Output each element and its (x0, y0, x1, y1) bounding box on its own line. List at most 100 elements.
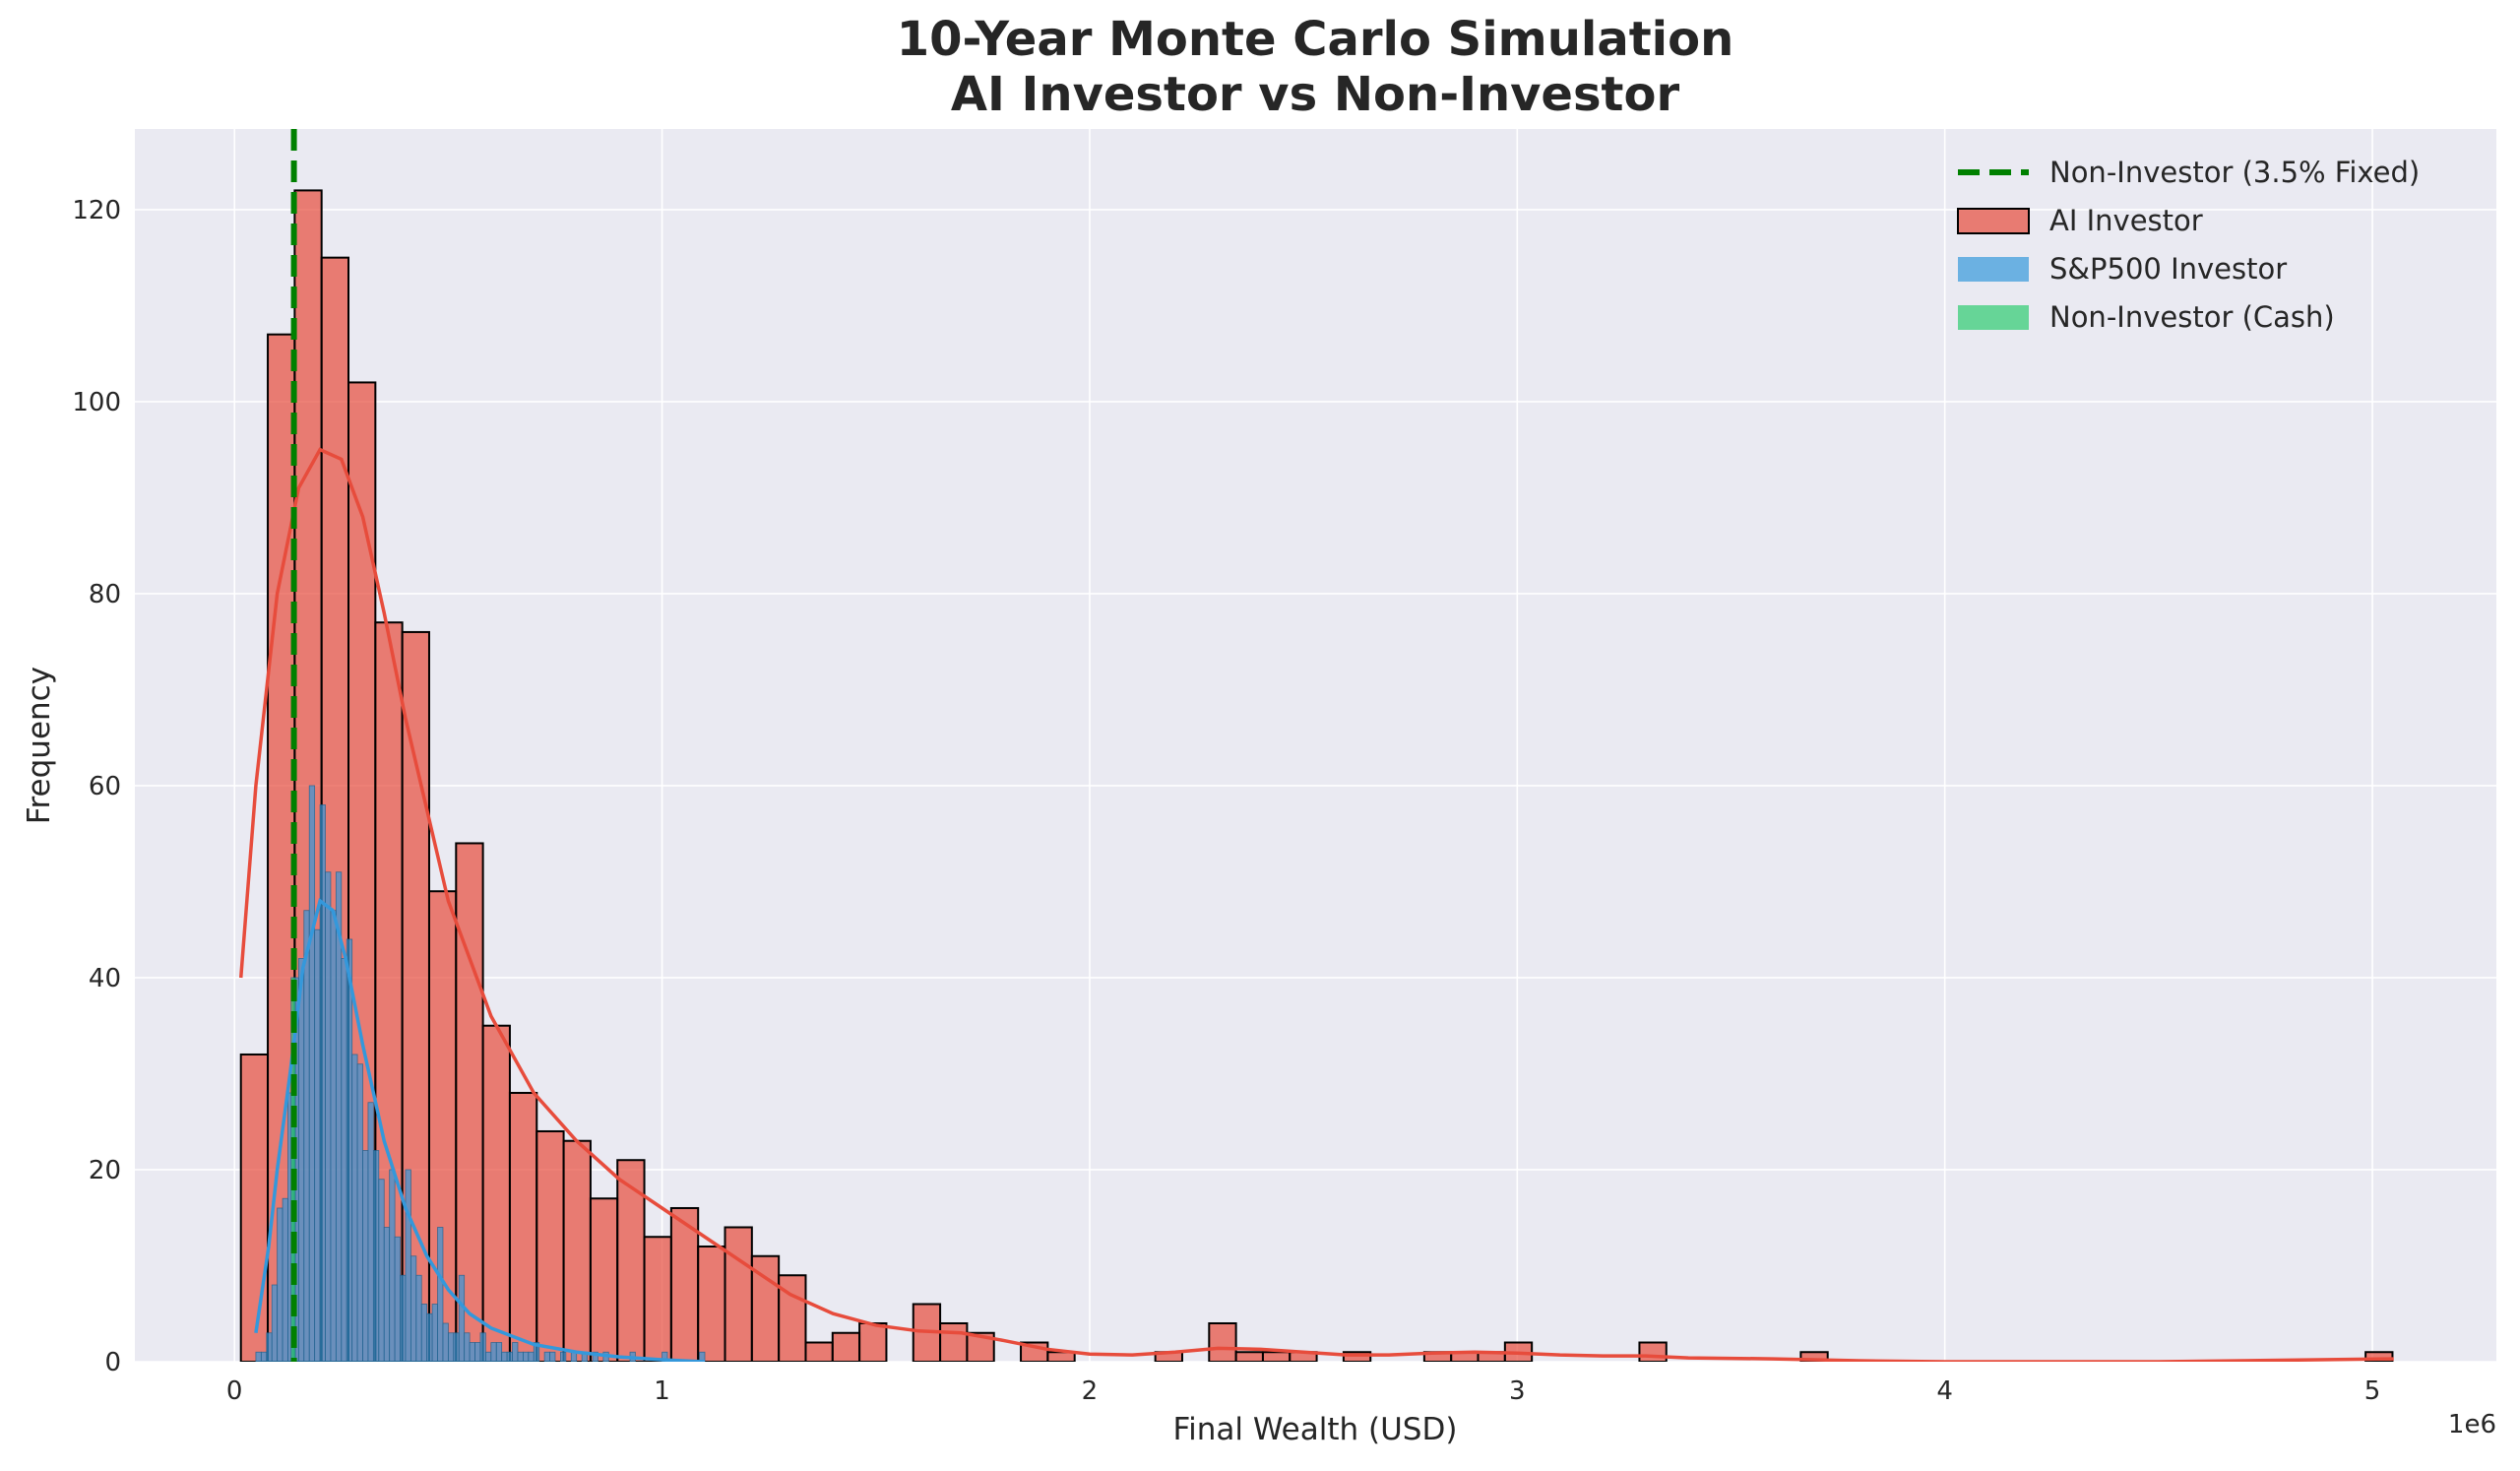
y-tick-label: 80 (89, 580, 121, 609)
x-tick-label: 3 (1509, 1376, 1526, 1406)
histogram-bar (410, 1255, 417, 1362)
histogram-bar (523, 1351, 530, 1362)
histogram-bar (314, 928, 321, 1362)
histogram-bar (528, 1351, 535, 1362)
legend-swatch (1957, 208, 2030, 234)
histogram-bar (426, 1312, 433, 1362)
x-axis-label: Final Wealth (USD) (1173, 1412, 1458, 1447)
histogram-bar (560, 1351, 567, 1362)
histogram-bar (458, 1274, 466, 1362)
histogram-bar (562, 1139, 592, 1362)
histogram-bar (378, 1179, 385, 1362)
histogram-bar (319, 804, 326, 1362)
histogram-bar (699, 1351, 706, 1362)
legend-swatch (1958, 305, 2029, 330)
x-tick-label: 4 (1936, 1376, 1953, 1406)
histogram-bar (1342, 1351, 1372, 1362)
histogram-bar (367, 1102, 374, 1362)
histogram-bar (697, 1245, 726, 1362)
x-offset-label: 1e6 (2448, 1410, 2496, 1439)
x-tick-label: 2 (1082, 1376, 1099, 1406)
histogram-bar (362, 1150, 369, 1362)
histogram-bar (282, 1197, 288, 1362)
x-tick-label: 5 (2364, 1376, 2381, 1406)
histogram-bar (616, 1159, 646, 1362)
y-tick-label: 40 (89, 964, 121, 993)
histogram-bar (308, 785, 316, 1362)
histogram-bar (669, 1206, 700, 1362)
histogram-bar (543, 1351, 550, 1362)
histogram-bar (858, 1321, 888, 1362)
histogram-bar (389, 1169, 396, 1362)
histogram-bar (508, 1091, 538, 1362)
histogram-bar (533, 1342, 540, 1362)
histogram-bar (271, 1284, 279, 1362)
legend-label: AI Investor (2049, 204, 2203, 237)
histogram-bar (1261, 1351, 1292, 1362)
plot-area (238, 129, 2394, 1362)
histogram-bar (303, 910, 310, 1362)
histogram-bar (484, 1351, 492, 1362)
histogram-bar (2364, 1351, 2394, 1362)
histogram-bar (260, 1351, 268, 1362)
histogram-bar (479, 1332, 486, 1362)
histogram-bar (481, 1024, 511, 1362)
y-tick-label: 20 (89, 1156, 121, 1185)
histogram-bar (277, 1207, 284, 1362)
histogram-bar (356, 1063, 363, 1362)
histogram-bar (325, 871, 332, 1362)
histogram-bar (549, 1351, 556, 1362)
histogram-bar (420, 1304, 428, 1362)
histogram-bar (804, 1341, 834, 1362)
histogram-bar (405, 1169, 411, 1362)
chart-subtitle: AI Investor vs Non-Investor (951, 67, 1680, 122)
histogram-bar (831, 1331, 861, 1362)
histogram-bar (394, 1236, 401, 1362)
histogram-bar (750, 1254, 781, 1362)
histogram-bar (592, 1351, 598, 1362)
y-tick-label: 100 (72, 388, 121, 417)
histogram-bar (431, 1304, 438, 1362)
histogram-bar (662, 1351, 668, 1362)
y-axis-label: Frequency (22, 667, 57, 824)
histogram-bar (453, 1332, 460, 1362)
y-tick-label: 60 (89, 772, 121, 801)
histogram-bar (400, 1274, 407, 1362)
histogram-bar (495, 1342, 503, 1362)
histogram-bar (341, 958, 347, 1362)
histogram-bar (297, 958, 305, 1362)
histogram-bar (589, 1197, 619, 1362)
histogram-bar (351, 1054, 358, 1362)
histogram-bar (239, 1053, 270, 1362)
histogram-bar (330, 910, 337, 1362)
histogram-bar (490, 1342, 497, 1362)
histogram-bar (266, 1332, 273, 1362)
legend-label: Non-Investor (Cash) (2049, 300, 2335, 334)
histogram-bar (536, 1129, 565, 1362)
histogram-bar (469, 1342, 475, 1362)
histogram-bar (474, 1342, 481, 1362)
x-tick-label: 1 (654, 1376, 670, 1406)
histogram-bar (346, 938, 353, 1362)
histogram-bar (437, 1227, 444, 1362)
legend-label: Non-Investor (3.5% Fixed) (2049, 156, 2420, 189)
histogram-bar (512, 1342, 519, 1362)
histogram-bar (255, 1351, 262, 1362)
histogram-bar (383, 1227, 391, 1362)
histogram-bar (506, 1351, 513, 1362)
legend-swatch (1958, 257, 2029, 282)
x-tick-label: 0 (226, 1376, 243, 1406)
histogram-bar (442, 1322, 449, 1362)
chart-title: 10-Year Monte Carlo Simulation (897, 12, 1734, 67)
y-tick-label: 120 (72, 196, 121, 225)
kde-line (238, 447, 2394, 1362)
y-tick-label: 0 (104, 1348, 121, 1377)
histogram-bar (447, 1332, 455, 1362)
histogram-bar (1799, 1351, 1829, 1362)
histogram-bar (372, 1150, 380, 1362)
histogram-bar (501, 1351, 508, 1362)
histogram-bar (1234, 1351, 1264, 1362)
histogram-bar (724, 1226, 753, 1362)
